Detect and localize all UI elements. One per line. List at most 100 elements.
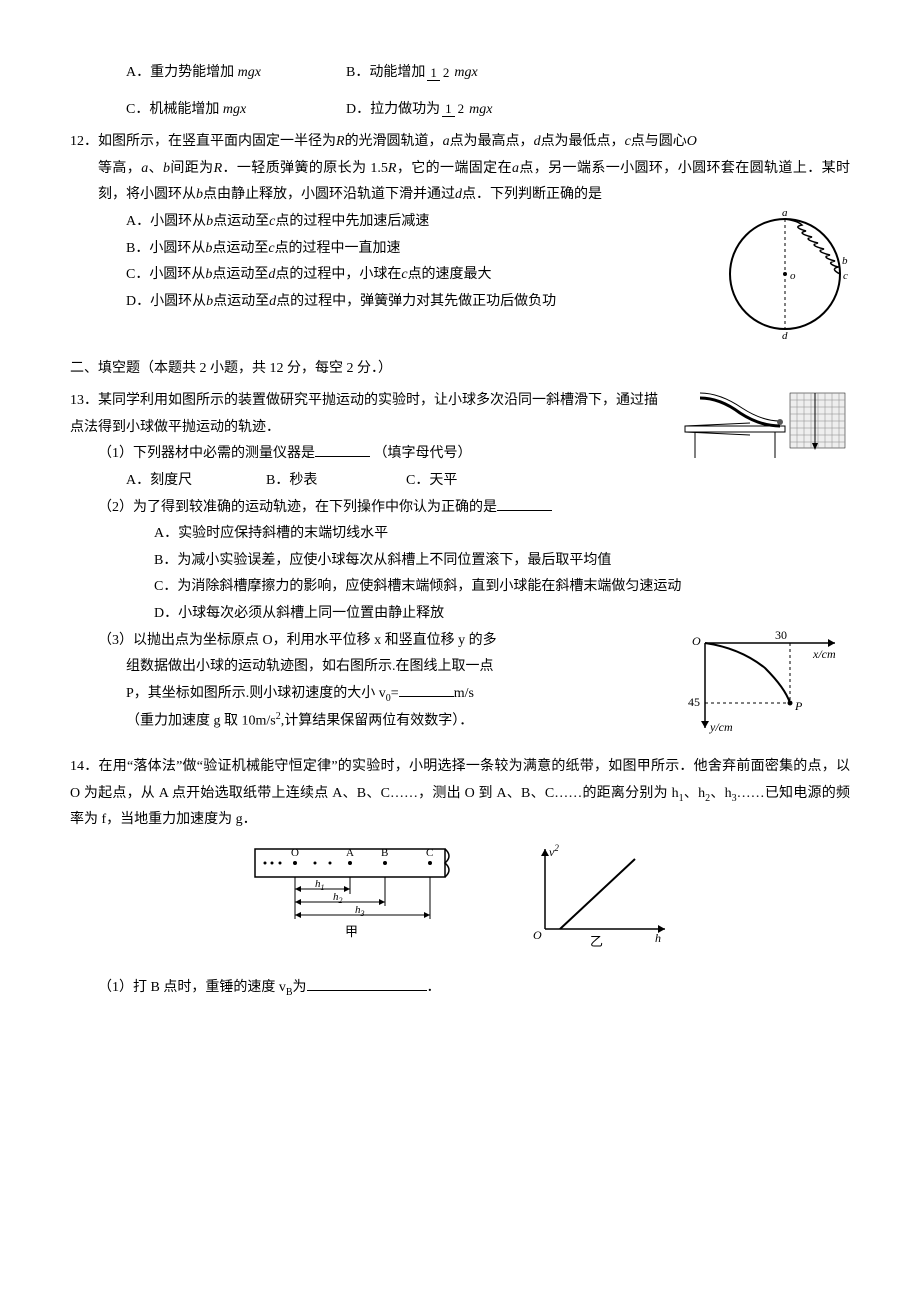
t: 为	[293, 980, 307, 995]
t: 点为最高点，	[450, 134, 534, 149]
t: a	[141, 161, 148, 176]
svg-text:A: A	[346, 847, 354, 859]
q11-optC: C．机械能增加 mgx	[126, 97, 346, 124]
t: 点运动至	[212, 241, 268, 256]
q11-optD: D．拉力做功为12mgx	[346, 97, 492, 124]
svg-text:45: 45	[688, 695, 700, 709]
svg-text:h1: h1	[315, 878, 325, 892]
t: （1）下列器材中必需的测量仪器是	[98, 446, 315, 461]
svg-text:y/cm: y/cm	[709, 720, 733, 734]
q11-optD-frac: 12	[442, 102, 467, 116]
q11-options-row2: C．机械能增加 mgx D．拉力做功为12mgx	[70, 97, 850, 124]
q14-figure-tape: O A B C h1 h2 h3 甲	[245, 844, 465, 965]
t: 如图所示，在竖直平面内固定一半径为	[98, 134, 336, 149]
blank	[307, 990, 427, 991]
t: ，它的一端固定在	[396, 161, 512, 176]
svg-text:C: C	[426, 847, 433, 859]
q13-p2: （2）为了得到较准确的运动轨迹，在下列操作中你认为正确的是	[70, 495, 850, 522]
q13-p1B: B．秒表	[266, 468, 406, 495]
frac-den: 2	[440, 65, 453, 80]
q11-optC-expr: mgx	[223, 102, 246, 117]
frac-num: 1	[427, 65, 440, 81]
q12-options-with-fig: A．小圆环从b点运动至c点的过程中先加速后减速 B．小圆环从b点运动至c点的过程…	[70, 209, 850, 350]
q11-optD-expr: mgx	[469, 102, 492, 117]
q11-optB-pre: B．动能增加	[346, 65, 425, 80]
t: O	[687, 134, 697, 149]
q13-num: 13．	[70, 393, 98, 408]
t: P，其坐标如图所示.则小球初速度的大小 v	[126, 686, 386, 701]
t: （重力加速度 g 取 10m/s	[126, 714, 276, 729]
q11-optA: A．重力势能增加 mgx	[126, 60, 346, 87]
q11-optA-pre: A．重力势能增加	[126, 65, 238, 80]
svg-text:x/cm: x/cm	[812, 647, 836, 661]
t: 的光滑圆轨道，	[345, 134, 443, 149]
svg-text:h3: h3	[355, 904, 365, 918]
q13: 13．某同学利用如图所示的装置做研究平抛运动的实验时，让小球多次沿同一斜槽滑下，…	[70, 388, 850, 748]
sub: B	[286, 986, 293, 997]
q13-p1-opts: A．刻度尺 B．秒表 C．天平	[70, 468, 670, 495]
t: 等高，	[98, 161, 141, 176]
svg-text:a: a	[782, 209, 788, 219]
q12: 12．如图所示，在竖直平面内固定一半径为R的光滑圆轨道，a点为最高点，d点为最低…	[70, 129, 850, 349]
q14-num: 14．	[70, 759, 98, 774]
t: 、h	[710, 786, 731, 801]
t: （2）为了得到较准确的运动轨迹，在下列操作中你认为正确的是	[98, 500, 497, 515]
q13-p3d: （重力加速度 g 取 10m/s2,计算结果保留两位有效数字）．	[98, 707, 670, 735]
svg-text:o: o	[790, 270, 796, 282]
t: a	[512, 161, 519, 176]
t: 点由静止释放，小圆环沿轨道下滑并通过	[203, 187, 455, 202]
svg-text:d: d	[782, 330, 788, 339]
q14: 14．在用“落体法”做“验证机械能守恒定律”的实验时，小明选择一条较为满意的纸带…	[70, 754, 850, 1001]
q11-optB-expr: mgx	[454, 65, 477, 80]
q12-options: A．小圆环从b点运动至c点的过程中先加速后减速 B．小圆环从b点运动至c点的过程…	[98, 209, 710, 315]
t: 间距为	[170, 161, 214, 176]
t: ．一轻质弹簧的原长为 1.5	[222, 161, 388, 176]
q12-stem-line2: 等高，a、b间距为R．一轻质弹簧的原长为 1.5R，它的一端固定在a点，另一端系…	[70, 156, 850, 209]
t: a	[443, 134, 450, 149]
frac-num: 1	[442, 101, 455, 117]
t: d	[534, 134, 541, 149]
t: 点的过程中，小球在	[275, 267, 401, 282]
svg-text:O: O	[533, 928, 542, 942]
q11-optA-expr: mgx	[238, 65, 261, 80]
q11-options-row1: A．重力势能增加 mgx B．动能增加12mgx	[70, 60, 850, 87]
t: D．小圆环从	[126, 294, 206, 309]
q12-optB: B．小圆环从b点运动至c点的过程中一直加速	[98, 236, 710, 263]
q14-figures: O A B C h1 h2 h3 甲	[70, 844, 850, 965]
q13-p3c: P，其坐标如图所示.则小球初速度的大小 v0=m/s	[98, 681, 670, 708]
q13-p3-text: （3）以抛出点为坐标原点 O，利用水平位移 x 和竖直位移 y 的多 组数据做出…	[98, 628, 670, 736]
svg-text:h2: h2	[333, 891, 343, 905]
t: （填字母代号）	[374, 446, 472, 461]
svg-text:O: O	[291, 847, 299, 859]
t: R	[336, 134, 345, 149]
t: d	[455, 187, 462, 202]
blank	[497, 510, 552, 511]
q11-optB-frac: 12	[427, 66, 452, 80]
t: 点．下列判断正确的是	[462, 187, 602, 202]
q12-optA: A．小圆环从b点运动至c点的过程中先加速后减速	[98, 209, 710, 236]
svg-text:O: O	[692, 634, 701, 648]
svg-text:乙: 乙	[590, 934, 603, 949]
q13-p1A: A．刻度尺	[126, 468, 266, 495]
q13-p1C: C．天平	[406, 468, 457, 495]
q14-p1: （1）打 B 点时，重锤的速度 vB为．	[70, 975, 850, 1002]
svg-text:30: 30	[775, 628, 787, 642]
t: b	[163, 161, 170, 176]
t: 点的过程中，弹簧弹力对其先做正功后做负功	[276, 294, 556, 309]
blank	[315, 456, 370, 457]
q13-stem: 13．某同学利用如图所示的装置做研究平抛运动的实验时，让小球多次沿同一斜槽滑下，…	[70, 388, 670, 494]
q13-p2B: B．为减小实验误差，应使小球每次从斜槽上不同位置滚下，最后取平均值	[70, 548, 850, 575]
svg-text:h: h	[655, 931, 661, 945]
blank	[399, 696, 454, 697]
q13-figure-graph: O 30 x/cm 45 P y/cm	[680, 628, 850, 749]
t: 、h	[684, 786, 705, 801]
t: ,计算结果保留两位有效数字）．	[281, 714, 474, 729]
q12-optC: C．小圆环从b点运动至d点的过程中，小球在c点的速度最大	[98, 262, 710, 289]
t: 点的过程中一直加速	[275, 241, 401, 256]
q12-stem: 12．如图所示，在竖直平面内固定一半径为R的光滑圆轨道，a点为最高点，d点为最低…	[70, 129, 850, 156]
q13-p2D: D．小球每次必须从斜槽上同一位置由静止释放	[70, 601, 850, 628]
svg-text:v2: v2	[549, 844, 559, 859]
t: =	[391, 686, 399, 701]
section2-heading: 二、填空题（本题共 2 小题，共 12 分，每空 2 分．）	[70, 356, 850, 383]
t: C．小圆环从	[126, 267, 205, 282]
